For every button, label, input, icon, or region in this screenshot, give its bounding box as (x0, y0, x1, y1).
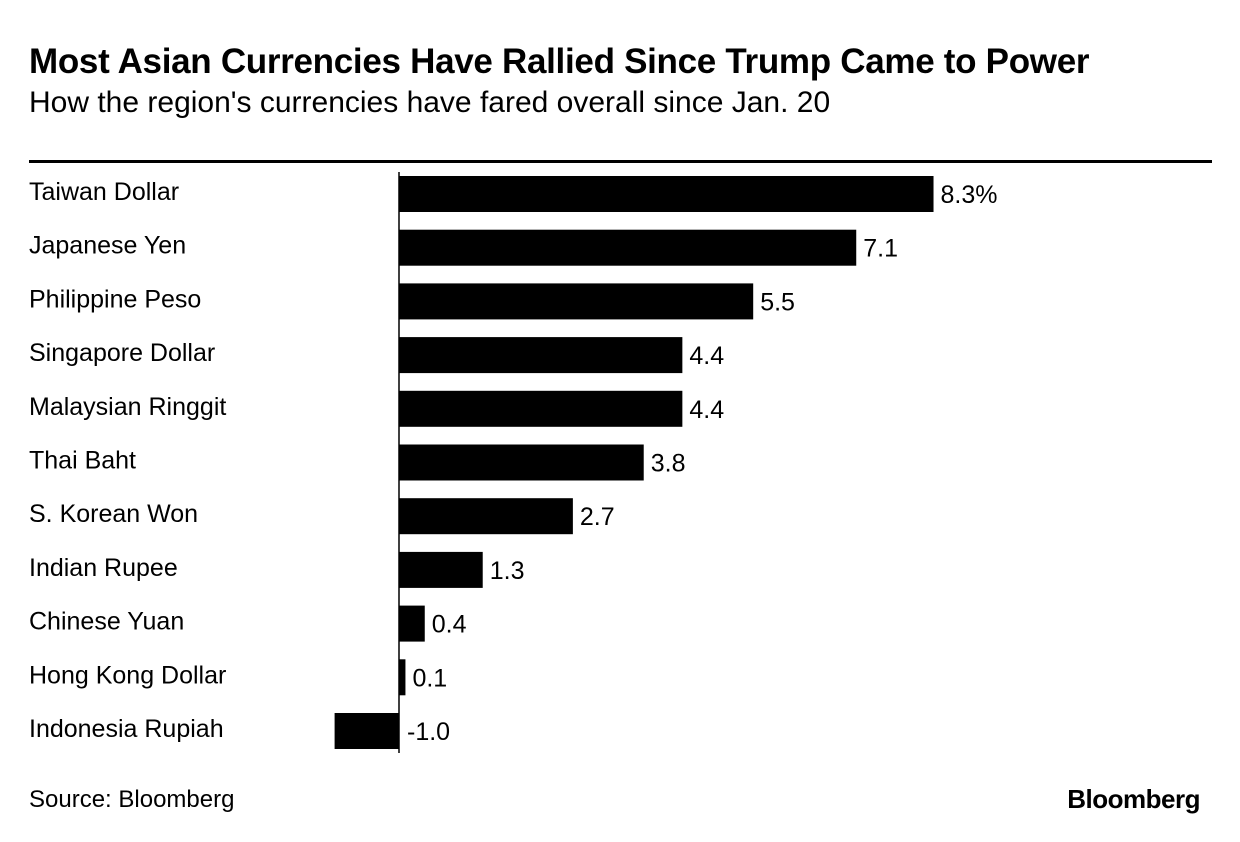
bar-malaysian-ringgit (399, 390, 683, 427)
category-label-singapore-dollar: Singapore Dollar (29, 339, 215, 367)
category-label-thai-baht: Thai Baht (29, 447, 136, 475)
value-label-japanese-yen: 7.1 (863, 235, 898, 263)
bar-thai-baht (399, 444, 644, 481)
value-label-indonesia-rupiah: -1.0 (407, 718, 450, 746)
value-label-chinese-yuan: 0.4 (432, 611, 467, 639)
chart-title: Most Asian Currencies Have Rallied Since… (29, 42, 1090, 81)
value-label-philippine-peso: 5.5 (760, 288, 795, 316)
value-label-s-korean-won: 2.7 (580, 503, 615, 531)
value-label-indian-rupee: 1.3 (490, 557, 525, 585)
category-label-chinese-yuan: Chinese Yuan (29, 608, 184, 636)
value-label-malaysian-ringgit: 4.4 (689, 396, 724, 424)
category-label-japanese-yen: Japanese Yen (29, 232, 186, 260)
bar-s-korean-won (399, 498, 573, 535)
bar-taiwan-dollar (399, 176, 934, 212)
value-label-taiwan-dollar: 8.3% (941, 181, 998, 209)
bar-philippine-peso (399, 283, 754, 320)
bar-indian-rupee (399, 551, 483, 588)
bloomberg-logo: Bloomberg (1067, 784, 1200, 814)
bar-hong-kong-dollar (399, 659, 406, 696)
chart-subtitle: How the region's currencies have fared o… (29, 86, 831, 119)
bar-singapore-dollar (399, 337, 683, 374)
bar-indonesia-rupiah (334, 713, 399, 749)
bar-japanese-yen (399, 229, 857, 266)
category-label-indian-rupee: Indian Rupee (29, 554, 178, 582)
category-label-malaysian-ringgit: Malaysian Ringgit (29, 393, 226, 421)
value-label-thai-baht: 3.8 (651, 450, 686, 478)
value-label-hong-kong-dollar: 0.1 (412, 664, 447, 692)
value-label-singapore-dollar: 4.4 (689, 342, 724, 370)
category-label-taiwan-dollar: Taiwan Dollar (29, 178, 179, 206)
source-note: Source: Bloomberg (29, 786, 235, 813)
category-label-s-korean-won: S. Korean Won (29, 500, 198, 528)
header-rule (29, 160, 1212, 163)
bar-chinese-yuan (399, 605, 425, 642)
category-label-hong-kong-dollar: Hong Kong Dollar (29, 661, 226, 689)
category-label-philippine-peso: Philippine Peso (29, 285, 201, 313)
category-label-indonesia-rupiah: Indonesia Rupiah (29, 715, 224, 743)
